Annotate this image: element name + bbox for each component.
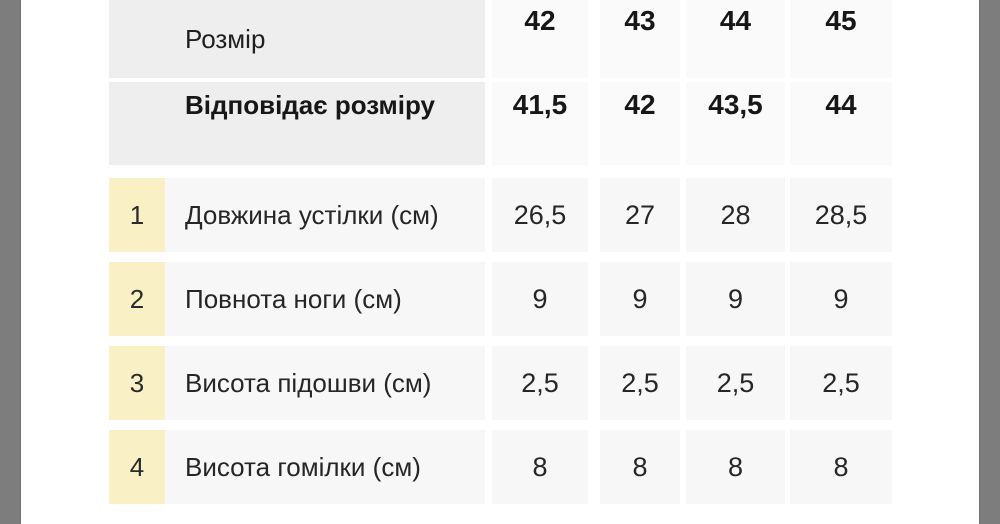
value-cell: 9 [790,262,892,336]
right-gutter-bar [979,0,1000,524]
row-number-cell: 1 [109,178,165,252]
value-cell: 28 [686,178,785,252]
value-cell: 28,5 [790,178,892,252]
value-cell: 27 [600,178,680,252]
value-cell: 8 [600,430,680,504]
size-value-cell: 45 [790,0,892,78]
size-value-cell: 44 [686,0,785,78]
table-row-sole-height: 3 Висота підошви (см) 2,5 2,5 2,5 2,5 [109,346,892,420]
corresponds-value-cell: 41,5 [492,82,588,165]
value-cell: 2,5 [790,346,892,420]
value-cell: 8 [686,430,785,504]
corresponds-header-label-cell: Відповідає розміру [109,82,485,165]
left-gutter-bar [0,0,21,524]
table-row-foot-width: 2 Повнота ноги (см) 9 9 9 9 [109,262,892,336]
value-cell: 9 [492,262,588,336]
header-row-corresponds: Відповідає розміру 41,5 42 43,5 44 [109,82,892,165]
corresponds-value-cell: 43,5 [686,82,785,165]
value-cell: 2,5 [600,346,680,420]
row-label-cell: Висота підошви (см) [165,346,485,420]
value-cell: 26,5 [492,178,588,252]
size-value-cell: 42 [492,0,588,78]
value-cell: 9 [600,262,680,336]
value-cell: 8 [492,430,588,504]
size-chart-table: Розмір 42 43 44 45 Відповідає розміру 41… [109,0,892,504]
row-number-cell: 4 [109,430,165,504]
size-header-label-cell: Розмір [109,0,485,78]
row-number-cell: 3 [109,346,165,420]
row-label-cell: Повнота ноги (см) [165,262,485,336]
value-cell: 9 [686,262,785,336]
row-label-cell: Довжина устілки (см) [165,178,485,252]
value-cell: 2,5 [686,346,785,420]
row-label-cell: Висота гомілки (см) [165,430,485,504]
header-row-size: Розмір 42 43 44 45 [109,0,892,78]
value-cell: 8 [790,430,892,504]
table-row-shaft-height: 4 Висота гомілки (см) 8 8 8 8 [109,430,892,504]
table-row-insole-length: 1 Довжина устілки (см) 26,5 27 28 28,5 [109,178,892,252]
corresponds-value-cell: 44 [790,82,892,165]
size-value-cell: 43 [600,0,680,78]
value-cell: 2,5 [492,346,588,420]
corresponds-value-cell: 42 [600,82,680,165]
row-number-cell: 2 [109,262,165,336]
